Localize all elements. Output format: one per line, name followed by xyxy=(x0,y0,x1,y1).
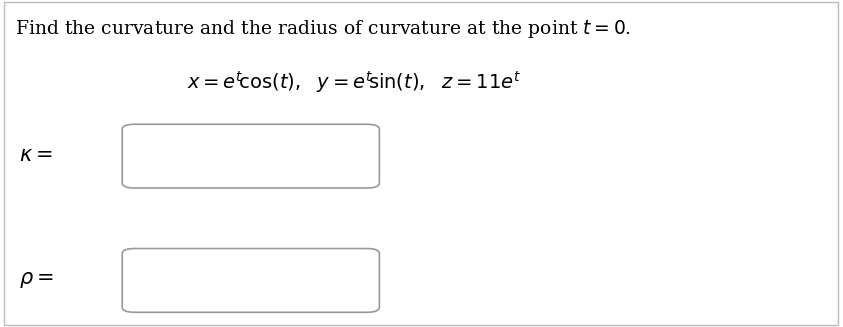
Text: Find the curvature and the radius of curvature at the point $t = 0$.: Find the curvature and the radius of cur… xyxy=(15,18,631,40)
Text: $\rho =$: $\rho =$ xyxy=(19,269,53,290)
Text: $\kappa =$: $\kappa =$ xyxy=(19,146,52,165)
FancyBboxPatch shape xyxy=(122,124,379,188)
FancyBboxPatch shape xyxy=(122,249,379,312)
Text: $x = e^t\!\cos(t),\ \ y = e^t\!\sin(t),\ \ z = 11e^t$: $x = e^t\!\cos(t),\ \ y = e^t\!\sin(t),\… xyxy=(187,69,521,95)
